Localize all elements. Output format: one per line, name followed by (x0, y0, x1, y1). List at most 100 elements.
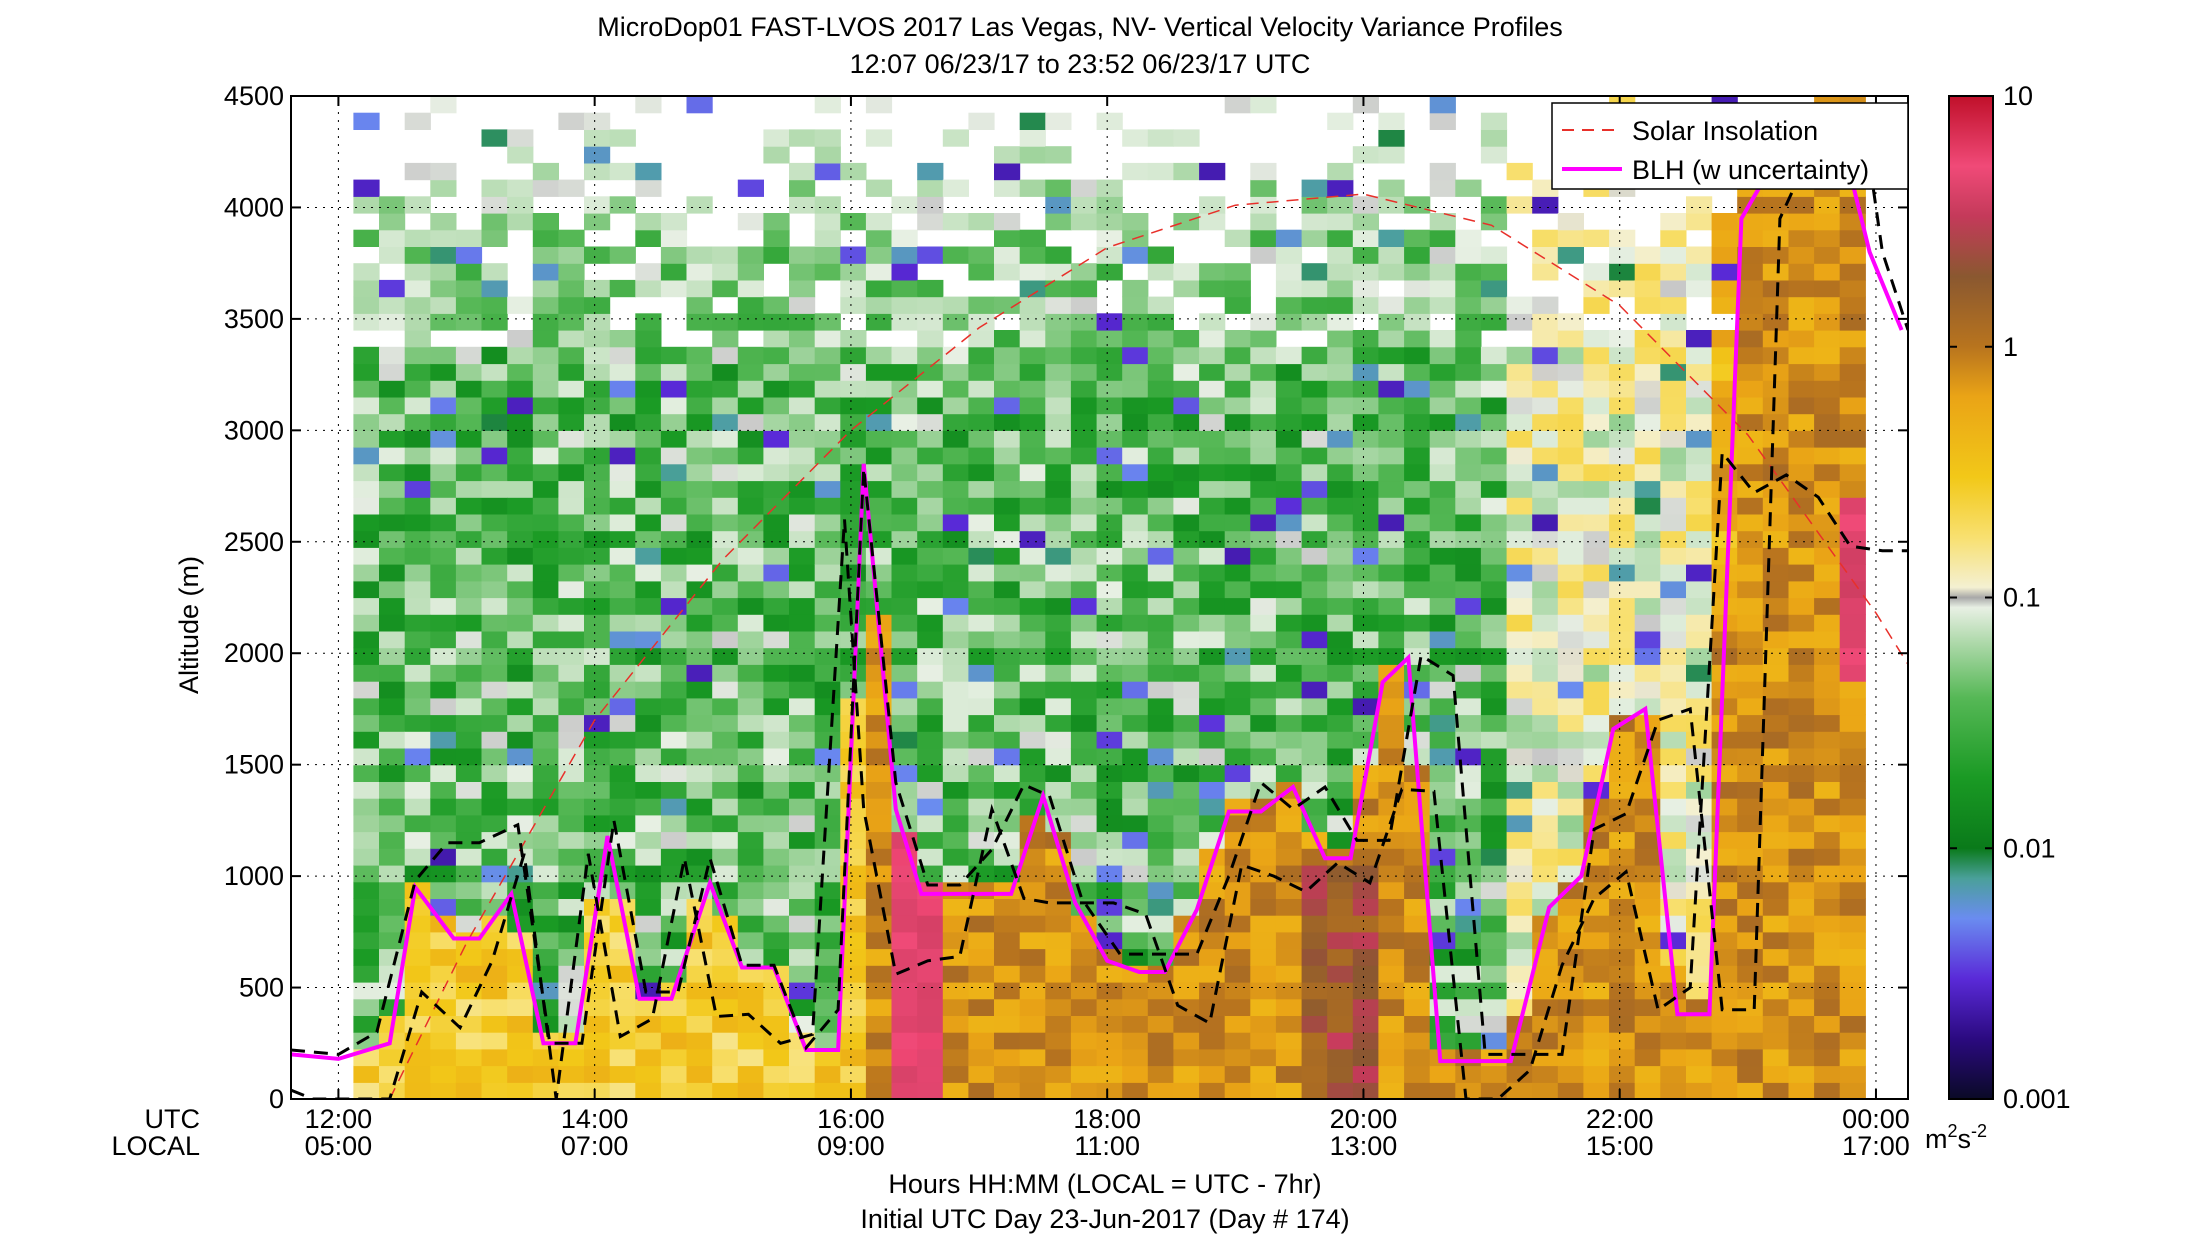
heatmap-cell (1378, 1032, 1405, 1050)
heatmap-cell (968, 547, 995, 565)
heatmap-cell (1327, 447, 1354, 465)
heatmap-cell (1096, 346, 1123, 365)
heatmap-cell (481, 1065, 508, 1083)
heatmap-cell (379, 580, 406, 599)
heatmap-cell (942, 630, 969, 649)
heatmap-cell (763, 346, 790, 365)
heatmap-cell (1506, 731, 1533, 749)
heatmap-cell (404, 296, 431, 314)
heatmap-cell (404, 447, 431, 465)
heatmap-cell (1352, 530, 1379, 548)
heatmap-cell (840, 380, 867, 398)
heatmap-cell (763, 330, 790, 348)
heatmap-cell (1429, 764, 1456, 782)
heatmap-cell (1327, 1015, 1354, 1033)
heatmap-cell (1609, 263, 1636, 281)
heatmap-cell (1173, 731, 1200, 749)
heatmap-cell (1609, 748, 1636, 766)
heatmap-cell (1275, 1015, 1303, 1033)
heatmap-cell (1480, 463, 1508, 482)
heatmap-cell (1096, 664, 1123, 682)
heatmap-cell (1147, 447, 1174, 465)
heatmap-cell (712, 547, 739, 565)
heatmap-cell (481, 213, 508, 231)
heatmap-cell (1429, 714, 1456, 732)
heatmap-cell (507, 681, 534, 699)
x-tick-label-utc: 22:00 (1586, 1104, 1654, 1134)
heatmap-cell (1686, 413, 1713, 431)
heatmap-cell (1609, 898, 1636, 916)
heatmap-cell (1583, 931, 1610, 950)
heatmap-cell (609, 1032, 636, 1050)
heatmap-cell (1301, 413, 1328, 431)
heatmap-cell (968, 296, 995, 314)
heatmap-cell (865, 296, 893, 314)
heatmap-cell (1480, 213, 1508, 231)
heatmap-cell (763, 1065, 790, 1083)
heatmap-cell (1173, 263, 1200, 281)
heatmap-cell (1788, 714, 1815, 732)
heatmap-cell (1583, 998, 1610, 1016)
heatmap-cell (1147, 513, 1174, 532)
heatmap-cell (455, 430, 483, 448)
heatmap-cell (1122, 1082, 1149, 1099)
heatmap-cell (1122, 764, 1149, 782)
heatmap-cell (1788, 396, 1815, 415)
heatmap-cell (942, 296, 969, 314)
heatmap-cell (1096, 848, 1123, 866)
heatmap-cell (1762, 363, 1789, 381)
heatmap-cell (1506, 413, 1533, 431)
heatmap-cell (532, 564, 559, 582)
heatmap-cell (763, 664, 790, 682)
heatmap-cell (994, 948, 1021, 966)
heatmap-cell (1455, 1048, 1482, 1067)
heatmap-cell (1609, 463, 1636, 482)
heatmap-cell (737, 279, 764, 298)
heatmap-cell (455, 965, 483, 983)
heatmap-cell (814, 1065, 841, 1083)
heatmap-cell (379, 497, 406, 515)
heatmap-cell (1173, 530, 1200, 548)
heatmap-cell (1404, 1065, 1431, 1083)
heatmap-cell (1045, 982, 1072, 1000)
heatmap-cell (1199, 798, 1226, 816)
heatmap-cell (1634, 1048, 1661, 1067)
heatmap-cell (891, 279, 918, 298)
heatmap-cell (814, 764, 841, 782)
heatmap-cell (1352, 463, 1379, 482)
heatmap-cell (789, 564, 816, 582)
heatmap-cell (1275, 915, 1303, 933)
heatmap-cell (1404, 630, 1431, 649)
heatmap-cell (1378, 998, 1405, 1016)
heatmap-cell (1070, 597, 1098, 615)
heatmap-cell (763, 714, 790, 732)
heatmap-cell (1378, 330, 1405, 348)
heatmap-cell (1327, 112, 1354, 130)
heatmap-cell (1455, 764, 1482, 782)
heatmap-cell (379, 898, 406, 916)
heatmap-cell (1147, 781, 1174, 799)
heatmap-cell (737, 547, 764, 565)
heatmap-cell (737, 614, 764, 632)
heatmap-cell (635, 764, 662, 782)
heatmap-cell (1352, 630, 1379, 649)
heatmap-cell (1045, 1048, 1072, 1067)
heatmap-cell (1378, 196, 1405, 214)
heatmap-cell (865, 346, 893, 365)
heatmap-cell (942, 681, 969, 699)
heatmap-cell (994, 614, 1021, 632)
heatmap-cell (660, 664, 688, 682)
heatmap-cell (1814, 865, 1841, 883)
heatmap-cell (942, 530, 969, 548)
heatmap-cell (532, 681, 559, 699)
heatmap-cell (1788, 380, 1815, 398)
heatmap-cell (1788, 781, 1815, 799)
heatmap-cell (1814, 931, 1841, 950)
heatmap-cell (1173, 564, 1200, 582)
heatmap-cell (1814, 898, 1841, 916)
heatmap-cell (1609, 380, 1636, 398)
heatmap-cell (430, 681, 457, 699)
heatmap-cell (430, 781, 457, 799)
heatmap-cell (1788, 263, 1815, 281)
heatmap-cell (737, 898, 764, 916)
